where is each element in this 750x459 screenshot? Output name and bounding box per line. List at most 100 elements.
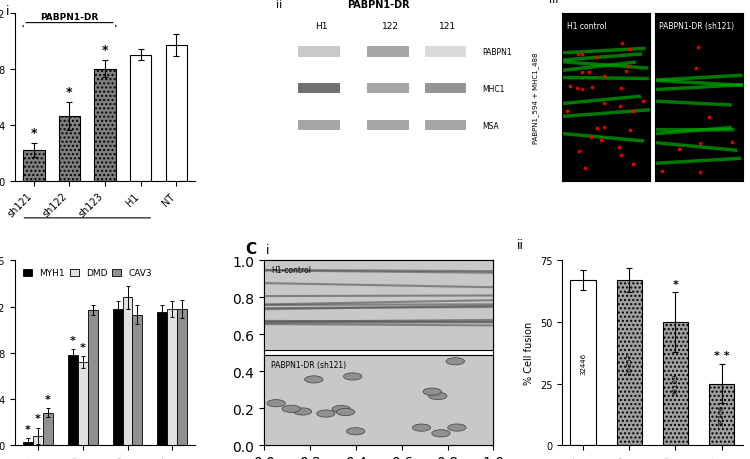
Y-axis label: % Cell fusion: % Cell fusion [524,321,535,385]
Bar [122,297,133,445]
Point [576,51,588,59]
Bar [424,47,466,57]
Bar [23,442,33,445]
Bar [33,436,43,445]
Point [694,140,706,148]
Point [598,73,610,81]
Text: *: * [26,424,31,434]
Bar [43,413,52,445]
Bar [167,309,177,445]
Circle shape [332,406,350,413]
Text: PABPN1-DR: PABPN1-DR [40,13,98,22]
Text: PABPN1-DR: PABPN1-DR [347,0,410,11]
Text: MHC1: MHC1 [482,85,504,94]
Bar [298,121,340,131]
Point [615,152,627,159]
Point [638,98,650,106]
Circle shape [282,405,300,413]
Text: 122: 122 [382,22,399,31]
Bar [709,384,734,445]
Bar [298,84,340,94]
Text: *: * [102,44,108,57]
Point [577,69,589,77]
Point [624,127,636,134]
Text: 20357: 20357 [626,352,632,374]
Point [576,86,588,93]
Text: *: * [80,342,86,352]
Point [703,114,715,121]
Point [692,44,704,51]
Circle shape [448,424,466,431]
Text: H1 control: H1 control [567,22,606,31]
Circle shape [413,424,430,431]
Bar [663,322,688,445]
Point [614,104,626,111]
Text: i: i [6,6,10,18]
Circle shape [337,409,355,416]
Point [591,125,603,133]
Circle shape [446,358,464,365]
Point [694,169,706,176]
Point [578,165,590,172]
Text: *: * [45,394,51,404]
Text: iii: iii [549,0,559,6]
Text: * *: * * [714,350,730,360]
Text: H1: H1 [315,22,328,31]
Bar [166,46,187,181]
Text: *: * [35,414,41,423]
Circle shape [267,400,285,407]
Text: H1-control: H1-control [271,265,311,274]
Point [564,84,576,91]
Bar [616,280,642,445]
Point [623,46,635,54]
Point [656,168,668,175]
Text: *: * [673,279,679,289]
Point [590,54,602,62]
Bar [133,315,142,445]
Point [626,108,638,115]
Text: 32446: 32446 [580,352,586,374]
Point [690,65,702,73]
Bar [424,84,466,94]
Bar [94,70,116,181]
Point [598,123,610,131]
Text: *: * [70,335,76,345]
Text: *: * [66,86,73,99]
Text: 36169: 36169 [673,373,679,395]
Circle shape [316,410,335,417]
Text: C: C [246,241,256,256]
Text: ii: ii [518,239,524,252]
Bar [571,280,596,445]
Circle shape [293,408,312,415]
Point [598,100,610,107]
Point [620,68,632,76]
Point [614,144,626,151]
Legend: MYH1, DMD, CAV3: MYH1, DMD, CAV3 [20,265,155,281]
Bar [424,121,466,131]
Text: *: * [31,127,38,140]
Bar [23,151,44,181]
Point [616,40,628,48]
Bar [68,355,78,445]
Circle shape [432,430,450,437]
Text: i: i [266,243,270,256]
Bar [368,84,409,94]
Circle shape [304,376,323,383]
Text: 38206: 38206 [718,403,724,425]
Circle shape [428,392,447,400]
Text: PABPN1-DR (sh121): PABPN1-DR (sh121) [271,360,346,369]
Point [573,148,585,156]
Circle shape [346,428,364,435]
Point [622,63,634,70]
Text: PABPN1: PABPN1 [482,48,512,57]
Point [673,146,685,153]
Bar [368,47,409,57]
Point [725,139,737,146]
Text: ii: ii [275,0,282,11]
Bar [88,310,98,445]
Bar [298,47,340,57]
Text: PABPN1_594 + MHC1_488: PABPN1_594 + MHC1_488 [532,52,539,143]
Point [586,84,598,91]
Circle shape [344,373,362,380]
Text: PABPN1-DR (sh121): PABPN1-DR (sh121) [659,22,734,31]
